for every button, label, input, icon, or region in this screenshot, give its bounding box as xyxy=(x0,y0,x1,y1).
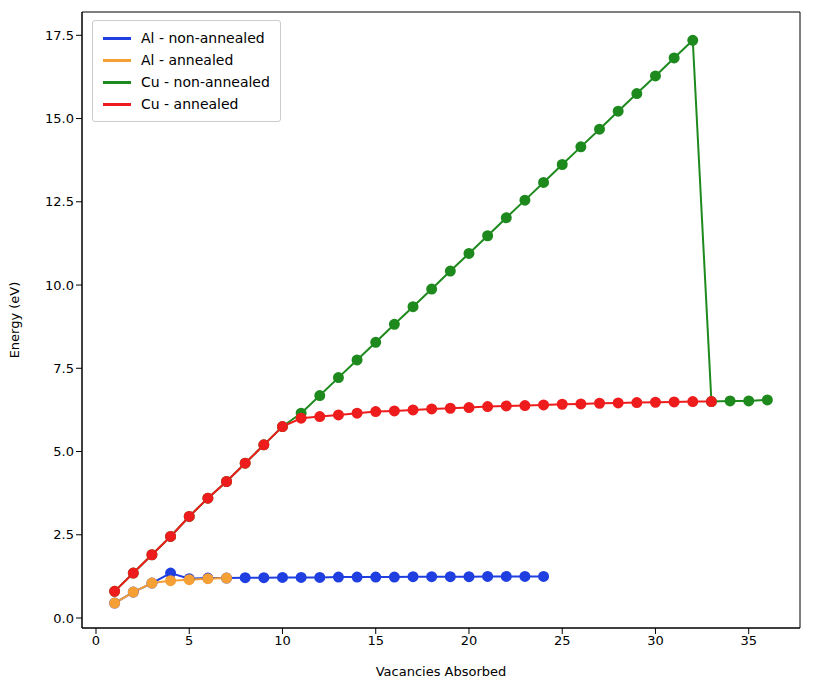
svg-text:5.0: 5.0 xyxy=(53,444,74,459)
svg-text:25: 25 xyxy=(554,633,571,648)
svg-text:2.5: 2.5 xyxy=(53,527,74,542)
svg-text:35: 35 xyxy=(740,633,757,648)
svg-text:7.5: 7.5 xyxy=(53,361,74,376)
svg-text:15.0: 15.0 xyxy=(45,111,74,126)
html-text:Cu - non-annealed: Cu - non-annealed xyxy=(141,74,270,90)
html-text:Cu - annealed: Cu - annealed xyxy=(141,96,239,112)
svg-text:20: 20 xyxy=(461,633,478,648)
svg-text:Energy (eV): Energy (eV) xyxy=(7,282,22,359)
svg-text:Vacancies Absorbed: Vacancies Absorbed xyxy=(376,664,507,679)
svg-text:0: 0 xyxy=(92,633,100,648)
svg-text:5: 5 xyxy=(185,633,193,648)
svg-text:0.0: 0.0 xyxy=(53,611,74,626)
html-text:Al - annealed: Al - annealed xyxy=(141,52,234,68)
svg-text:10.0: 10.0 xyxy=(45,278,74,293)
svg-text:15: 15 xyxy=(367,633,384,648)
svg-text:17.5: 17.5 xyxy=(45,28,74,43)
svg-text:10: 10 xyxy=(274,633,291,648)
html-text:Al - non-annealed: Al - non-annealed xyxy=(141,30,265,46)
svg-text:30: 30 xyxy=(647,633,664,648)
svg-text:12.5: 12.5 xyxy=(45,194,74,209)
